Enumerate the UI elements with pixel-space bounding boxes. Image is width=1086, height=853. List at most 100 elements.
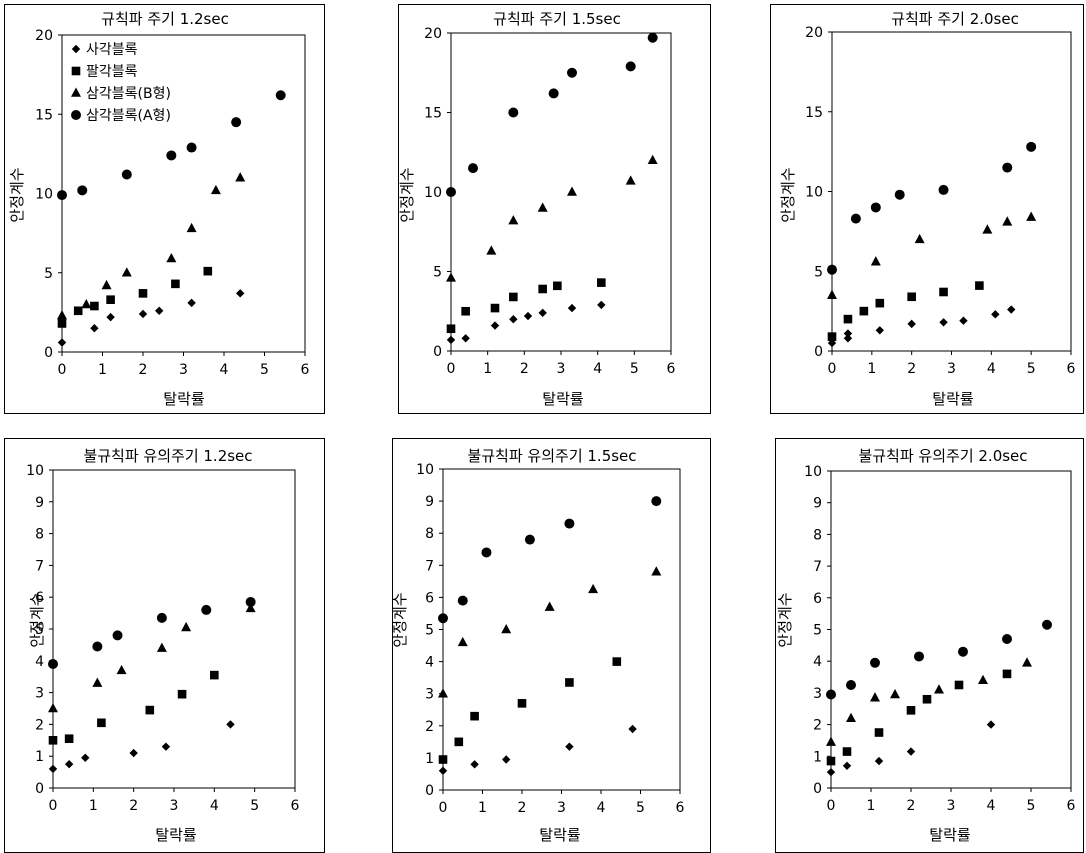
x-tick-label: 3 [557, 800, 566, 816]
y-tick-label: 1 [35, 749, 44, 765]
data-point-circle [827, 264, 837, 275]
x-tick-label: 5 [1027, 361, 1036, 377]
data-point-circle [1026, 141, 1037, 152]
x-tick-label: 1 [483, 361, 492, 377]
x-tick-label: 1 [478, 800, 487, 816]
data-point-circle [850, 213, 861, 224]
data-point-diamond [64, 759, 74, 769]
data-point-circle [1002, 634, 1012, 645]
data-point-diamond [565, 742, 574, 751]
x-tick-label: 4 [987, 798, 996, 814]
data-point-triangle [544, 601, 555, 611]
data-point-square [145, 705, 155, 715]
y-tick-label: 6 [813, 591, 822, 607]
data-point-triangle [156, 642, 167, 652]
series-2 [826, 669, 1012, 766]
data-point-circle [245, 596, 256, 607]
data-point-circle [508, 107, 519, 118]
data-point-circle [548, 88, 559, 99]
data-point-triangle [870, 692, 880, 702]
series-2 [48, 670, 219, 745]
data-point-square [48, 736, 58, 745]
data-point-diamond [906, 747, 916, 756]
y-tick-label: 7 [425, 558, 434, 574]
data-point-diamond [106, 312, 115, 322]
data-point-circle [201, 604, 212, 615]
x-tick-label: 5 [260, 362, 269, 378]
chart-panel-4: 불규칙파 유의주기 1.2sec 0 1 2 3 4 5 6 7 8 9 10 0 1 2 3 4 5 6 탈락률 안정… [4, 438, 325, 853]
data-point-square [975, 281, 984, 290]
y-tick-label: 4 [425, 655, 434, 671]
data-point-triangle [181, 621, 192, 632]
data-point-triangle [1002, 216, 1013, 226]
x-tick-label: 3 [179, 362, 188, 378]
x-tick-label: 4 [597, 800, 606, 816]
x-tick-label: 1 [867, 361, 876, 377]
x-tick-label: 1 [89, 798, 98, 814]
x-tick-label: 6 [676, 800, 685, 816]
data-point-square [509, 292, 518, 302]
data-point-diamond [161, 742, 171, 751]
y-tick-label: 20 [805, 25, 823, 41]
data-point-diamond [509, 315, 518, 324]
data-point-square [470, 711, 479, 721]
data-point-triangle [446, 272, 456, 282]
data-point-triangle [846, 712, 856, 723]
data-point-triangle [914, 233, 925, 244]
y-tick-label: 0 [44, 345, 53, 361]
data-point-triangle [57, 310, 67, 320]
data-point-diamond [986, 720, 996, 729]
series-2 [57, 266, 213, 328]
x-tick-label: 5 [250, 798, 259, 814]
series-4 [57, 90, 286, 201]
y-axis-label: 안정계수 [8, 167, 26, 222]
y-tick-label: 20 [424, 26, 442, 42]
chart-title: 규칙파 주기 2.0sec [891, 10, 1019, 28]
series-2 [827, 281, 984, 341]
data-point-diamond [438, 766, 448, 775]
x-tick-label: 2 [907, 361, 916, 377]
y-tick-label: 2 [813, 718, 822, 734]
y-tick-label: 7 [35, 558, 44, 574]
data-point-triangle [1026, 211, 1037, 221]
series-2 [438, 657, 622, 764]
data-point-diamond [959, 316, 968, 325]
data-point-circle [92, 641, 103, 652]
data-point-diamond [538, 308, 547, 318]
y-tick-label: 3 [35, 686, 44, 702]
data-point-square [446, 324, 456, 334]
x-tick-label: 3 [947, 798, 956, 814]
y-tick-label: 0 [814, 344, 823, 360]
y-tick-label: 5 [44, 266, 53, 282]
legend-label: 사각블록 [86, 42, 138, 58]
legend-marker-square [71, 66, 81, 76]
y-tick-label: 5 [425, 623, 434, 639]
x-tick-label: 6 [301, 362, 310, 378]
data-point-triangle [651, 566, 662, 576]
data-point-triangle [890, 688, 900, 699]
y-tick-label: 10 [805, 185, 823, 201]
data-point-triangle [92, 677, 103, 687]
x-tick-label: 0 [828, 361, 837, 377]
data-point-circle [846, 679, 856, 690]
data-point-circle [231, 117, 242, 128]
data-point-diamond [81, 753, 90, 762]
series-3 [446, 154, 658, 282]
x-axis-label: 탈락률 [542, 390, 584, 408]
y-tick-label: 2 [425, 719, 434, 735]
data-point-square [461, 306, 470, 316]
data-point-triangle [457, 636, 468, 647]
data-point-triangle [537, 202, 548, 212]
x-tick-label: 0 [439, 800, 448, 816]
data-point-circle [156, 612, 167, 623]
x-tick-label: 5 [630, 361, 639, 377]
x-tick-label: 2 [907, 798, 916, 814]
data-point-triangle [235, 172, 246, 182]
x-tick-label: 2 [129, 798, 138, 814]
data-point-diamond [939, 318, 948, 327]
y-tick-label: 6 [35, 590, 44, 606]
y-axis-label: 안정계수 [779, 167, 797, 222]
x-tick-label: 2 [520, 361, 529, 377]
series-3 [826, 657, 1032, 746]
